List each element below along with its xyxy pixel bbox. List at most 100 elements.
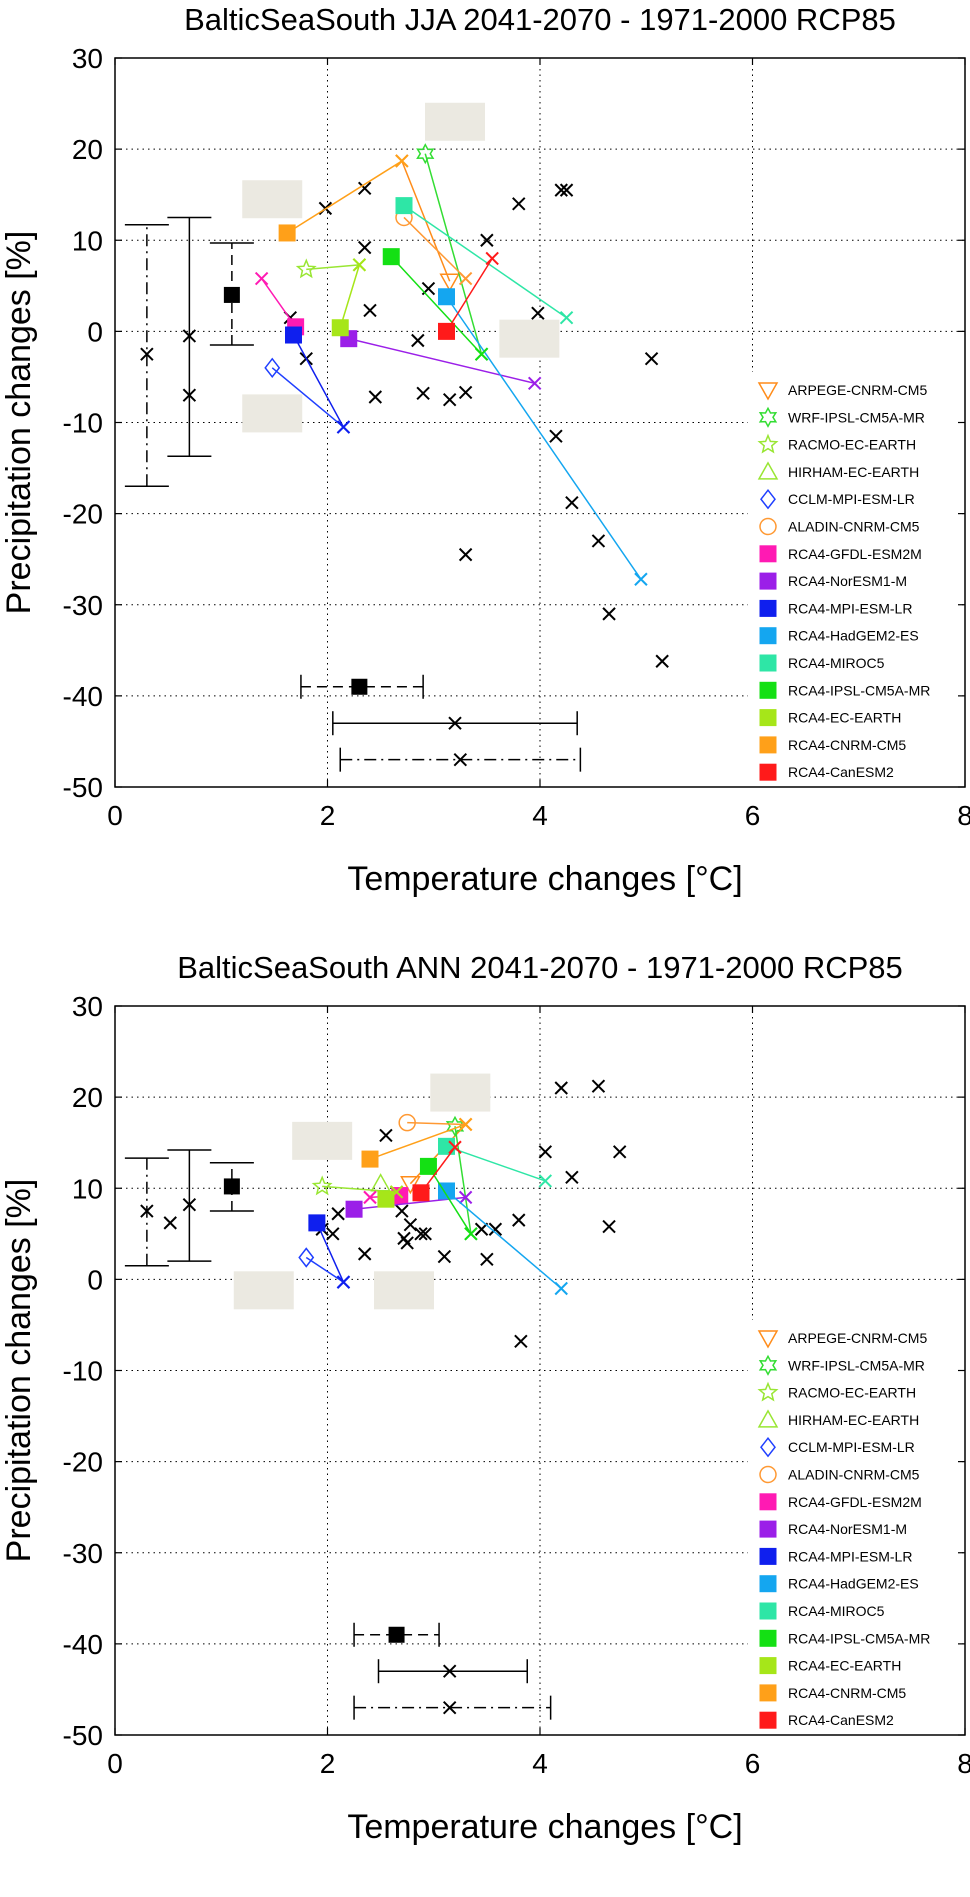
cmip-point: [480, 1252, 494, 1267]
cmip-point: [474, 1222, 489, 1236]
rcm-point: [278, 224, 296, 242]
y-tick-label: -30: [63, 590, 103, 621]
legend-marker: [757, 1409, 779, 1428]
gcm-point: [395, 154, 409, 168]
rcm-point: [264, 357, 281, 379]
cmip-point: [458, 385, 473, 400]
rcm-point: [295, 258, 317, 279]
cmip-point: [591, 534, 606, 548]
gcm-point: [254, 271, 269, 286]
y-tick-label: -20: [63, 1447, 103, 1478]
rcm-gcm-link: [445, 258, 493, 332]
cmip-point: [565, 495, 579, 510]
legend-marker: [759, 627, 777, 645]
rcm-point: [438, 322, 455, 340]
legend-entry: RCA4-NorESM1-M: [788, 573, 907, 589]
legend-marker: [759, 1629, 777, 1647]
error-bars: [124, 1149, 552, 1720]
x-tick-label: 0: [107, 1748, 123, 1779]
shade-box: [499, 319, 560, 358]
rcm-series: [298, 1113, 568, 1296]
legend-marker: [759, 736, 777, 754]
cmip-point: [559, 183, 574, 197]
legend-entry: ALADIN-CNRM-CM5: [788, 519, 920, 535]
cmip-point: [512, 197, 526, 211]
gcm-point: [336, 420, 351, 434]
legend-marker: [759, 654, 777, 672]
legend-marker: [760, 1436, 776, 1458]
legend-marker: [759, 599, 777, 617]
error-bar-center-cross: [448, 716, 462, 730]
cmip-point: [488, 1222, 503, 1236]
legend-marker: [759, 1465, 777, 1484]
y-axis-label: Precipitation changes [%]: [0, 1179, 38, 1563]
x-axis-label: Temperature changes [°C]: [347, 1808, 742, 1846]
legend-entry: RCA4-CanESM2: [788, 764, 894, 780]
gcm-point: [458, 1117, 473, 1132]
cmip-point: [602, 1219, 616, 1234]
x-tick-label: 0: [107, 800, 123, 831]
cmip-point: [400, 1236, 414, 1250]
x-tick-label: 4: [532, 800, 548, 831]
gcm-point: [448, 1140, 462, 1154]
rcm-point: [395, 197, 413, 215]
cmip-point: [554, 1081, 568, 1095]
legend-entry: WRF-IPSL-CM5A-MR: [788, 409, 925, 425]
rcm-point: [285, 326, 302, 344]
legend-entry: RCA4-MPI-ESM-LR: [788, 600, 912, 616]
y-tick-label: -20: [63, 499, 103, 530]
legend-marker: [759, 763, 777, 781]
cmip-point: [437, 1249, 452, 1264]
legend-box: [748, 372, 958, 792]
x-tick-label: 2: [320, 1748, 336, 1779]
cmip-point: [480, 233, 494, 247]
legend-marker: [758, 1354, 778, 1376]
shade-box: [430, 1073, 491, 1112]
rcm-point: [311, 1175, 333, 1196]
x-tick-label: 4: [532, 1748, 548, 1779]
x-tick-label: 6: [745, 800, 761, 831]
rcm-point: [361, 1150, 379, 1168]
rcm-gcm-link: [445, 296, 642, 580]
y-axis-label: Precipitation changes [%]: [0, 231, 38, 615]
legend-entry: ARPEGE-CNRM-CM5: [788, 382, 927, 398]
x-tick-label: 6: [745, 1748, 761, 1779]
legend-box: [748, 1320, 958, 1740]
legend-entry: RCA4-GFDL-ESM2M: [788, 1494, 922, 1510]
cmip-point: [531, 306, 545, 320]
x-axis-label: Temperature changes [°C]: [347, 860, 742, 898]
cmip-point: [418, 1227, 432, 1241]
cmip-point: [379, 1128, 393, 1143]
legend-entry: RCA4-HadGEM2-ES: [788, 1576, 919, 1592]
legend: ARPEGE-CNRM-CM5 WRF-IPSL-CM5A-MR RACMO-EC-…: [748, 1320, 958, 1740]
cmip-point: [326, 1227, 340, 1241]
gcm-point: [363, 1190, 377, 1205]
rcm-gcm-link: [316, 1222, 345, 1283]
gcm-point: [538, 1174, 553, 1188]
rcm-point: [345, 1200, 363, 1218]
cmip-point: [512, 1213, 526, 1227]
cmip-point: [403, 1217, 418, 1232]
legend-marker: [759, 1684, 777, 1702]
shaded-boxes: [242, 102, 560, 433]
rcm-gcm-link: [390, 256, 483, 355]
rcm-point: [382, 248, 400, 266]
legend-marker: [759, 1493, 777, 1511]
cmip-point: [416, 386, 430, 401]
legend-marker: [758, 406, 778, 428]
legend-entry: CCLM-MPI-ESM-LR: [788, 1439, 915, 1455]
y-tick-label: 20: [72, 1082, 103, 1113]
cmip-point: [414, 1227, 428, 1241]
x-tick-label: 2: [320, 800, 336, 831]
legend-entry: RCA4-NorESM1-M: [788, 1521, 907, 1537]
gcm-point: [485, 251, 499, 266]
y-tick-label: 0: [87, 1264, 103, 1295]
cmip-points: [140, 181, 669, 668]
cmip-point: [458, 547, 473, 562]
error-bar-center-cross: [453, 752, 468, 767]
legend-entry: HIRHAM-EC-EARTH: [788, 1412, 919, 1428]
cmip-point: [395, 1204, 409, 1218]
legend-marker: [759, 1657, 777, 1675]
rcm-gcm-link: [348, 337, 535, 385]
plot-frame: [114, 57, 966, 788]
